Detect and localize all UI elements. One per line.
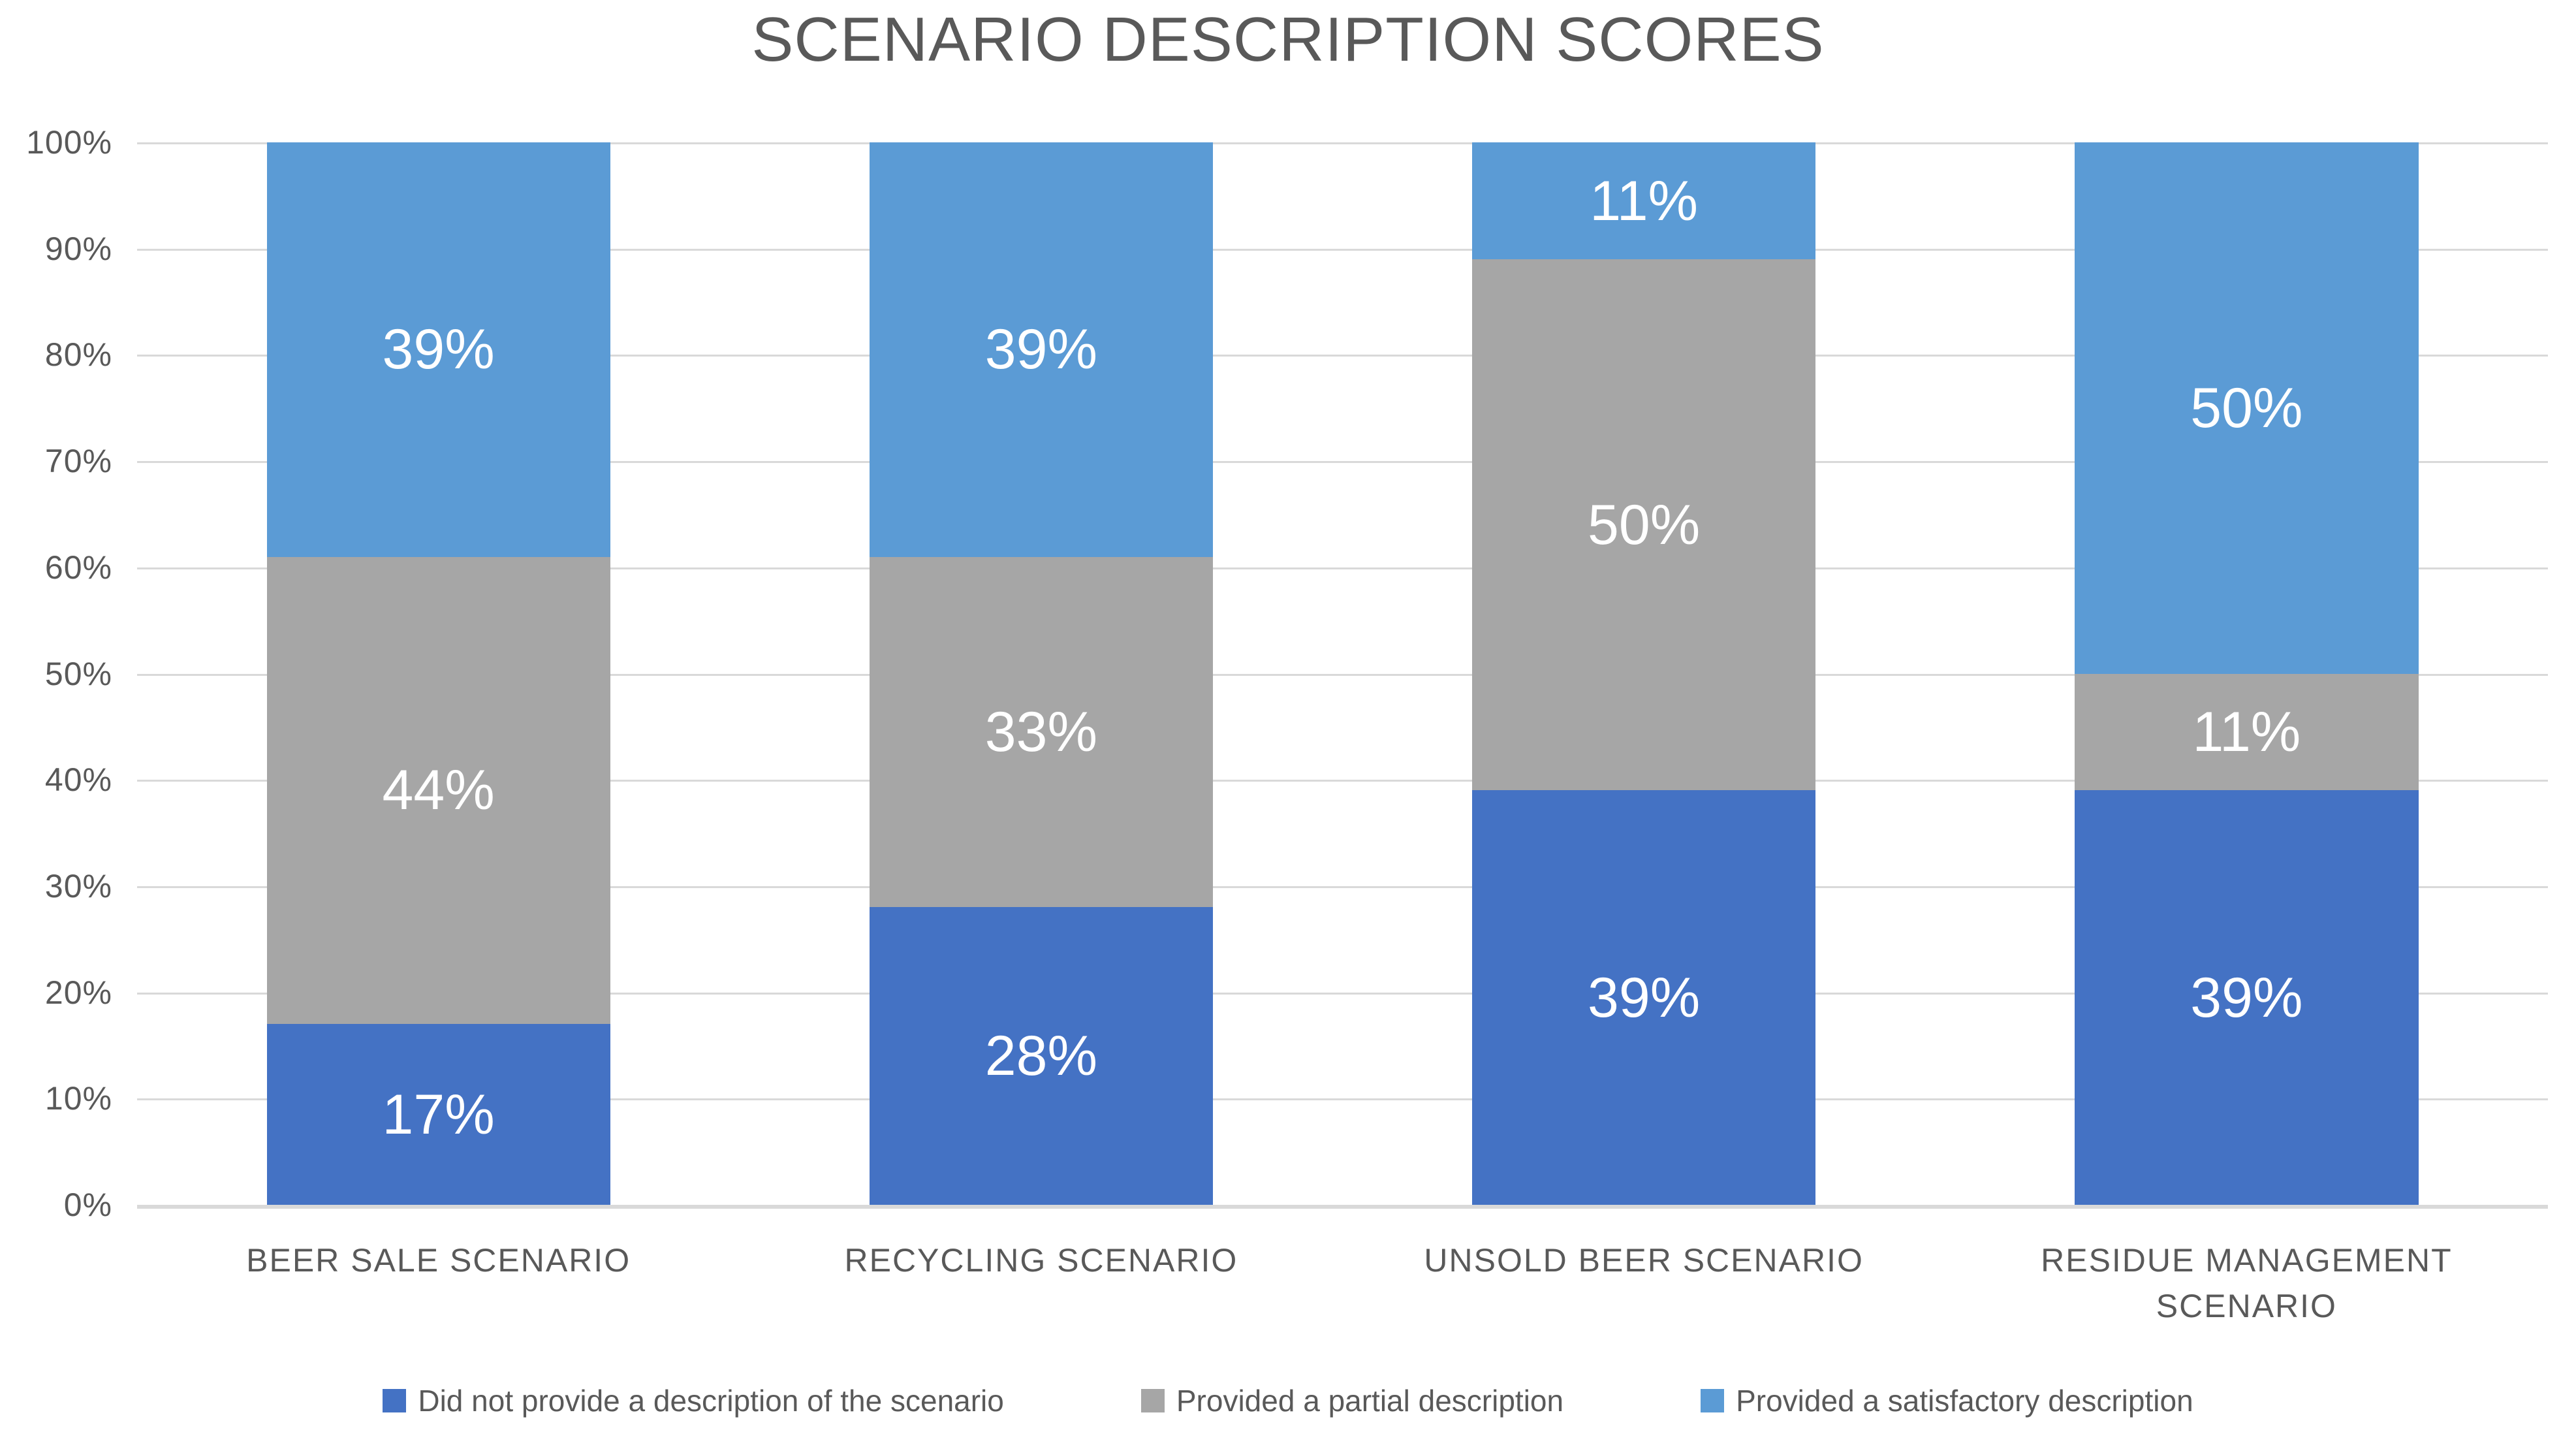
data-label: 39% [984,318,1097,381]
y-axis-tick-label: 60% [44,549,112,586]
bar-segment: 28% [869,907,1213,1205]
y-axis-tick-label: 100% [26,124,112,161]
data-label: 11% [1590,169,1698,232]
y-axis-tick-label: 80% [44,336,112,374]
plot-bars: 17% 44% 39% 28% 33% 39% 39% 50% 11% 39% 11% 50% [137,142,2548,1205]
bar-segment: 17% [266,1024,610,1205]
y-axis: 0% 10% 20% 30% 40% 50% 60% 70% 80% 90% 100% [0,124,112,1223]
data-label: 44% [382,759,495,822]
stacked-bar: 17% 44% 39% [266,142,610,1205]
gridline [137,248,2548,251]
category-label-cell: RESIDUE MANAGEMENT SCENARIO [1945,1237,2548,1329]
legend-label: Provided a partial description [1176,1384,1564,1418]
y-axis-tick-label: 50% [44,655,112,692]
y-axis-tick-label: 10% [44,1080,112,1117]
data-label: 39% [1588,966,1701,1029]
bar-segment: 39% [2075,790,2419,1205]
x-axis-category-labels: BEER SALE SCENARIO RECYCLING SCENARIO UNSO… [137,1237,2548,1329]
category-label-cell: UNSOLD BEER SCENARIO [1343,1237,1945,1329]
bar-segment: 11% [2075,673,2419,791]
legend-label: Provided a satisfactory description [1736,1384,2193,1418]
category-label: BEER SALE SCENARIO [246,1242,631,1279]
gridline [137,461,2548,464]
bar-segment: 50% [2075,142,2419,674]
legend-swatch-icon [1140,1389,1165,1412]
gridline [137,673,2548,676]
stacked-bar: 28% 33% 39% [869,142,1213,1205]
legend: Did not provide a description of the sce… [0,1371,2576,1430]
legend-swatch-icon [1701,1389,1725,1412]
gridline [137,1098,2548,1101]
bar-group: 39% 50% 11% [1343,142,1945,1205]
data-label: 33% [984,701,1097,763]
gridline [137,355,2548,357]
category-label: RESIDUE MANAGEMENT SCENARIO [2041,1242,2453,1324]
gridline [137,142,2548,144]
legend-item: Provided a satisfactory description [1701,1383,2193,1418]
legend-swatch-icon [383,1389,407,1412]
y-axis-tick-label: 40% [44,761,112,799]
bar-group: 39% 11% 50% [1945,142,2548,1205]
data-label: 39% [382,318,495,381]
category-label-cell: RECYCLING SCENARIO [740,1237,1342,1329]
bar-segment: 39% [266,142,610,557]
category-label: RECYCLING SCENARIO [844,1242,1238,1279]
gridline [137,992,2548,995]
category-label-cell: BEER SALE SCENARIO [137,1237,740,1329]
bar-segment: 33% [869,556,1213,908]
stacked-bar: 39% 50% 11% [1472,142,1816,1205]
legend-label: Did not provide a description of the sce… [418,1384,1004,1418]
data-label: 50% [2190,376,2303,439]
gridline [137,567,2548,569]
y-axis-tick-label: 30% [44,867,112,904]
bar-group: 17% 44% 39% [137,142,740,1205]
data-label: 28% [984,1025,1097,1088]
data-label: 39% [2190,966,2303,1029]
stacked-bar: 39% 11% 50% [2075,142,2419,1205]
data-label: 50% [1588,493,1701,556]
data-label: 11% [2192,701,2301,763]
legend-item: Did not provide a description of the sce… [383,1383,1004,1418]
legend-item: Provided a partial description [1140,1383,1564,1418]
bar-segment: 39% [869,142,1213,557]
bar-segment: 11% [1472,142,1816,259]
y-axis-tick-label: 0% [63,1187,112,1223]
chart-title: SCENARIO DESCRIPTION SCORES [751,5,1825,74]
category-label: UNSOLD BEER SCENARIO [1424,1242,1864,1279]
y-axis-tick-label: 90% [44,230,112,267]
plot-area: 17% 44% 39% 28% 33% 39% 39% 50% 11% 39% 11% 50% [137,142,2548,1209]
x-axis-line [137,1205,2548,1209]
bar-segment: 44% [266,556,610,1025]
data-label: 17% [382,1083,495,1146]
bar-segment: 39% [1472,790,1816,1205]
gridline [137,780,2548,782]
y-axis-tick-label: 20% [44,974,112,1011]
bar-segment: 50% [1472,259,1816,791]
bar-group: 28% 33% 39% [740,142,1342,1205]
gridline [137,885,2548,888]
y-axis-tick-label: 70% [44,443,112,480]
